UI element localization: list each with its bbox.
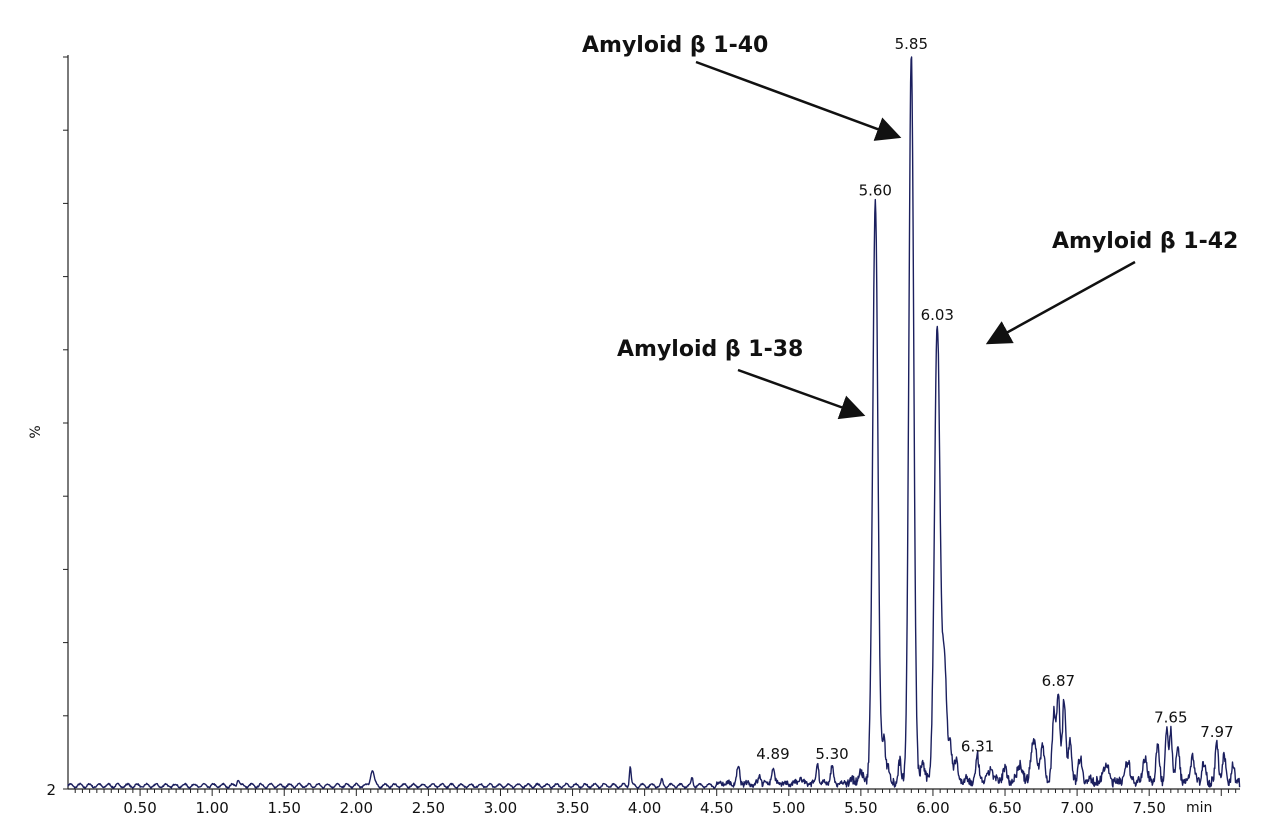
peak-labels: 4.89 5.30 5.60 5.85 6.03 6.31 6.87 7.65 7.97 <box>756 35 1233 763</box>
x-tick-label: 2.50 <box>412 799 445 817</box>
x-tick-label: 4.00 <box>628 799 661 817</box>
peak-label: 5.30 <box>815 745 848 763</box>
y-ticks <box>63 56 68 790</box>
peak-label: 6.03 <box>921 306 954 324</box>
chromatogram-trace <box>67 56 1241 789</box>
peak-label: 6.87 <box>1042 672 1075 690</box>
x-tick-label: 6.00 <box>916 799 949 817</box>
annotations: Amyloid β 1-40 Amyloid β 1-38 Amyloid β … <box>582 33 1238 420</box>
x-ticks: 0.50 1.00 1.50 2.00 2.50 3.00 3.50 4.00 4.50 5.00… <box>74 789 1237 817</box>
arrow-amyloid-1-40 <box>695 60 902 141</box>
x-tick-label: 5.00 <box>772 799 805 817</box>
peak-label: 6.31 <box>961 738 994 756</box>
peak-label: 5.60 <box>859 181 892 199</box>
x-tick-label: 3.00 <box>484 799 517 817</box>
peak-label: 5.85 <box>895 35 928 53</box>
annotation-amyloid-1-40: Amyloid β 1-40 <box>582 33 768 58</box>
axes: 0.50 1.00 1.50 2.00 2.50 3.00 3.50 4.00 4.50 5.00… <box>63 55 1240 817</box>
x-tick-label: 7.50 <box>1132 799 1165 817</box>
x-axis-unit: min <box>1186 800 1212 816</box>
x-tick-label: 0.50 <box>123 799 156 817</box>
x-tick-label: 1.50 <box>268 799 301 817</box>
peak-label: 7.97 <box>1200 723 1233 741</box>
peak-label: 7.65 <box>1154 708 1187 726</box>
x-tick-label: 3.50 <box>556 799 589 817</box>
annotation-amyloid-1-38: Amyloid β 1-38 <box>617 337 803 362</box>
annotation-amyloid-1-42: Amyloid β 1-42 <box>1052 229 1238 254</box>
x-tick-label: 5.50 <box>844 799 877 817</box>
x-tick-label: 1.00 <box>195 799 228 817</box>
x-tick-label: 6.50 <box>988 799 1021 817</box>
x-tick-label: 4.50 <box>700 799 733 817</box>
y-baseline-label: 2 <box>46 781 56 799</box>
peak-label: 4.89 <box>756 745 789 763</box>
arrow-amyloid-1-42 <box>985 260 1136 345</box>
arrow-amyloid-1-38 <box>737 368 866 420</box>
x-tick-label: 2.00 <box>340 799 373 817</box>
y-axis-title: % <box>28 425 44 438</box>
x-tick-label: 7.00 <box>1060 799 1093 817</box>
